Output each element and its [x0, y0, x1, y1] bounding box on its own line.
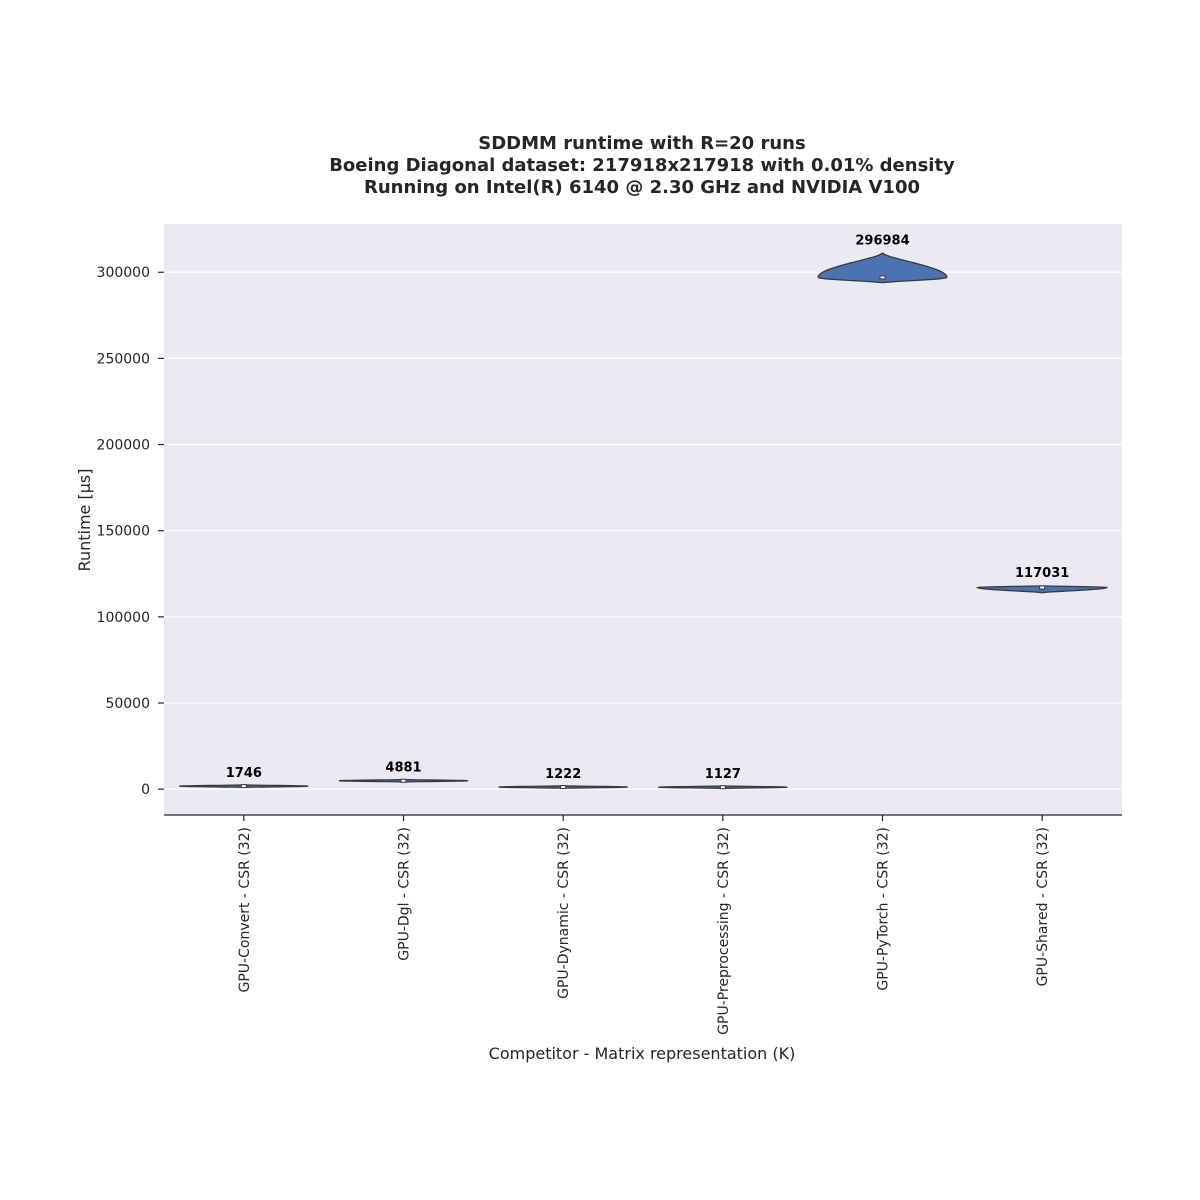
median-value-label: 1222 [545, 767, 581, 782]
violin-median [720, 786, 725, 789]
median-value-label: 296984 [855, 233, 909, 248]
median-labels: 1746 4881 1222 1127 296984 117031 [226, 233, 1070, 782]
y-tick-label: 0 [141, 782, 150, 798]
y-axis-label: Runtime [µs] [75, 469, 94, 572]
violin-median [401, 779, 406, 782]
median-value-label: 4881 [385, 761, 421, 776]
plot-area [164, 224, 1122, 815]
violins [179, 252, 1109, 790]
median-value-label: 1746 [226, 766, 262, 781]
chart-title-line-1: SDDMM runtime with R=20 runs [478, 133, 805, 154]
y-tick-label: 150000 [97, 524, 150, 540]
y-tick-label: 200000 [97, 438, 150, 454]
x-tick-label: GPU-PyTorch - CSR (32) [876, 827, 892, 991]
median-value-label: 1127 [705, 767, 741, 782]
y-axis: 0 50000 100000 150000 200000 250000 300000 [97, 265, 164, 798]
x-tick-label: GPU-Preprocessing - CSR (32) [716, 827, 732, 1035]
x-axis: GPU-Convert - CSR (32) GPU-Dgl - CSR (32)… [237, 815, 1051, 1035]
y-tick-label: 100000 [97, 610, 150, 626]
violin-median [241, 785, 246, 788]
chart-title-line-3: Running on Intel(R) 6140 @ 2.30 GHz and … [364, 177, 920, 198]
x-tick-label: GPU-Shared - CSR (32) [1035, 827, 1051, 986]
violin-median [561, 786, 566, 789]
y-tick-label: 300000 [97, 265, 150, 281]
violin-body [817, 252, 948, 284]
x-tick-label: GPU-Convert - CSR (32) [237, 827, 253, 992]
grid-lines [164, 271, 1122, 790]
median-value-label: 117031 [1015, 566, 1069, 581]
violin-median [880, 276, 885, 279]
x-tick-label: GPU-Dgl - CSR (32) [397, 827, 413, 961]
y-tick-label: 50000 [105, 696, 150, 712]
y-tick-label: 250000 [97, 351, 150, 367]
chart-title-line-2: Boeing Diagonal dataset: 217918x217918 w… [329, 155, 955, 176]
x-tick-label: GPU-Dynamic - CSR (32) [556, 827, 572, 999]
violin-median [1040, 586, 1045, 589]
x-axis-label: Competitor - Matrix representation (K) [489, 1044, 796, 1063]
